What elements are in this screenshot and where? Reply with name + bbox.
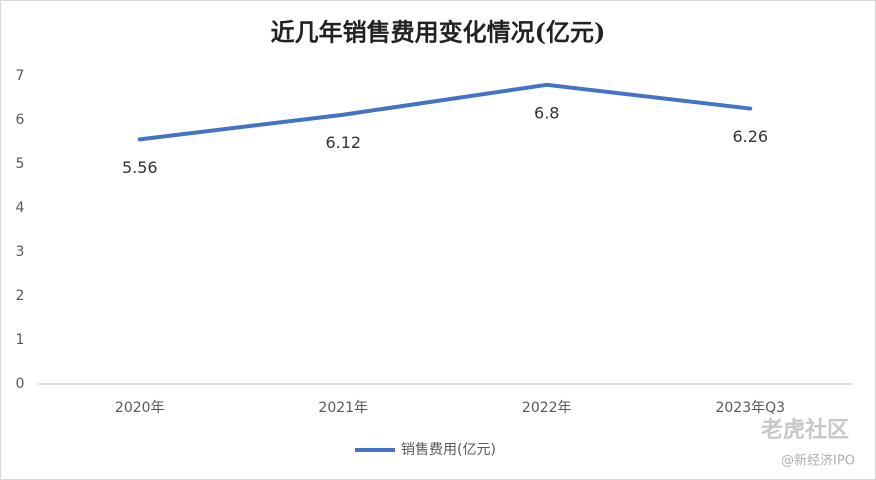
y-tick-label: 5: [16, 156, 25, 172]
data-label: 6.26: [732, 127, 768, 146]
x-tick-label: 2020年: [115, 400, 165, 416]
data-label: 6.8: [534, 103, 559, 122]
chart-title: 近几年销售费用变化情况(亿元): [271, 18, 606, 47]
watermark-brand: 老虎社区: [760, 417, 849, 443]
y-tick-label: 1: [16, 332, 25, 348]
data-label: 5.56: [122, 158, 158, 177]
x-tick-label: 2021年: [318, 400, 368, 416]
y-tick-label: 2: [16, 288, 25, 304]
y-tick-label: 0: [16, 376, 25, 392]
y-tick-label: 6: [16, 112, 25, 128]
legend-label: 销售费用(亿元): [401, 442, 496, 458]
y-tick-label: 7: [16, 68, 25, 84]
watermark-handle: @新经济IPO: [781, 453, 855, 469]
x-tick-label: 2022年: [522, 400, 572, 416]
data-line: [137, 82, 753, 142]
x-tick-label: 2023年Q3: [715, 400, 785, 416]
y-tick-label: 4: [16, 200, 25, 216]
y-tick-label: 3: [16, 244, 25, 260]
data-label: 6.12: [325, 133, 361, 152]
